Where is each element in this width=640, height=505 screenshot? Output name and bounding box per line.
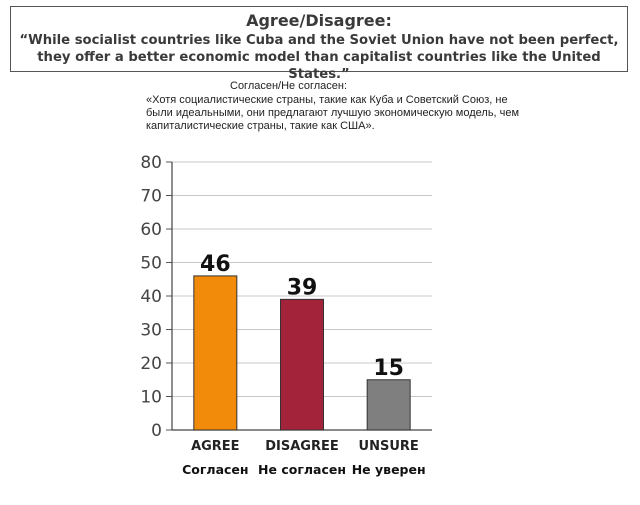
- y-tick-label: 60: [140, 220, 162, 240]
- category-label: AGREE: [191, 439, 240, 454]
- category-label-ru: Не уверен: [352, 462, 426, 477]
- bar-disagree: [280, 298, 324, 431]
- bar-unsure: [366, 379, 411, 431]
- y-tick-label: 70: [140, 187, 162, 207]
- category-label: UNSURE: [359, 439, 419, 454]
- value-label: 39: [287, 275, 318, 300]
- ru-title: Согласен/Не согласен:: [230, 80, 348, 92]
- bar-agree: [193, 275, 238, 431]
- chart-bars: [193, 275, 411, 431]
- y-tick-label: 40: [140, 287, 162, 307]
- y-tick-label: 20: [140, 354, 162, 374]
- y-tick-label: 30: [140, 321, 162, 341]
- category-label-ru: Согласен: [182, 462, 248, 477]
- header-question: “While socialist countries like Cuba and…: [19, 33, 619, 82]
- chart-labels: 0 10 20 30 40 50 60 70 80 46 AGREE Согласен 39 DISAGR…: [140, 153, 425, 477]
- header-title: Agree/Disagree:: [246, 11, 392, 30]
- value-label: 46: [200, 252, 231, 277]
- y-tick-label: 10: [140, 388, 162, 408]
- question-header-box: Agree/Disagree: “While socialist countri…: [10, 6, 628, 82]
- y-tick-label: 0: [151, 421, 162, 441]
- y-tick-label: 80: [140, 153, 162, 173]
- value-label: 15: [373, 356, 404, 381]
- y-tick-label: 50: [140, 254, 162, 274]
- category-label-ru: Не согласен: [258, 462, 346, 477]
- ru-question: «Хотя социалистические страны, такие как…: [146, 94, 520, 132]
- category-label: DISAGREE: [265, 439, 339, 454]
